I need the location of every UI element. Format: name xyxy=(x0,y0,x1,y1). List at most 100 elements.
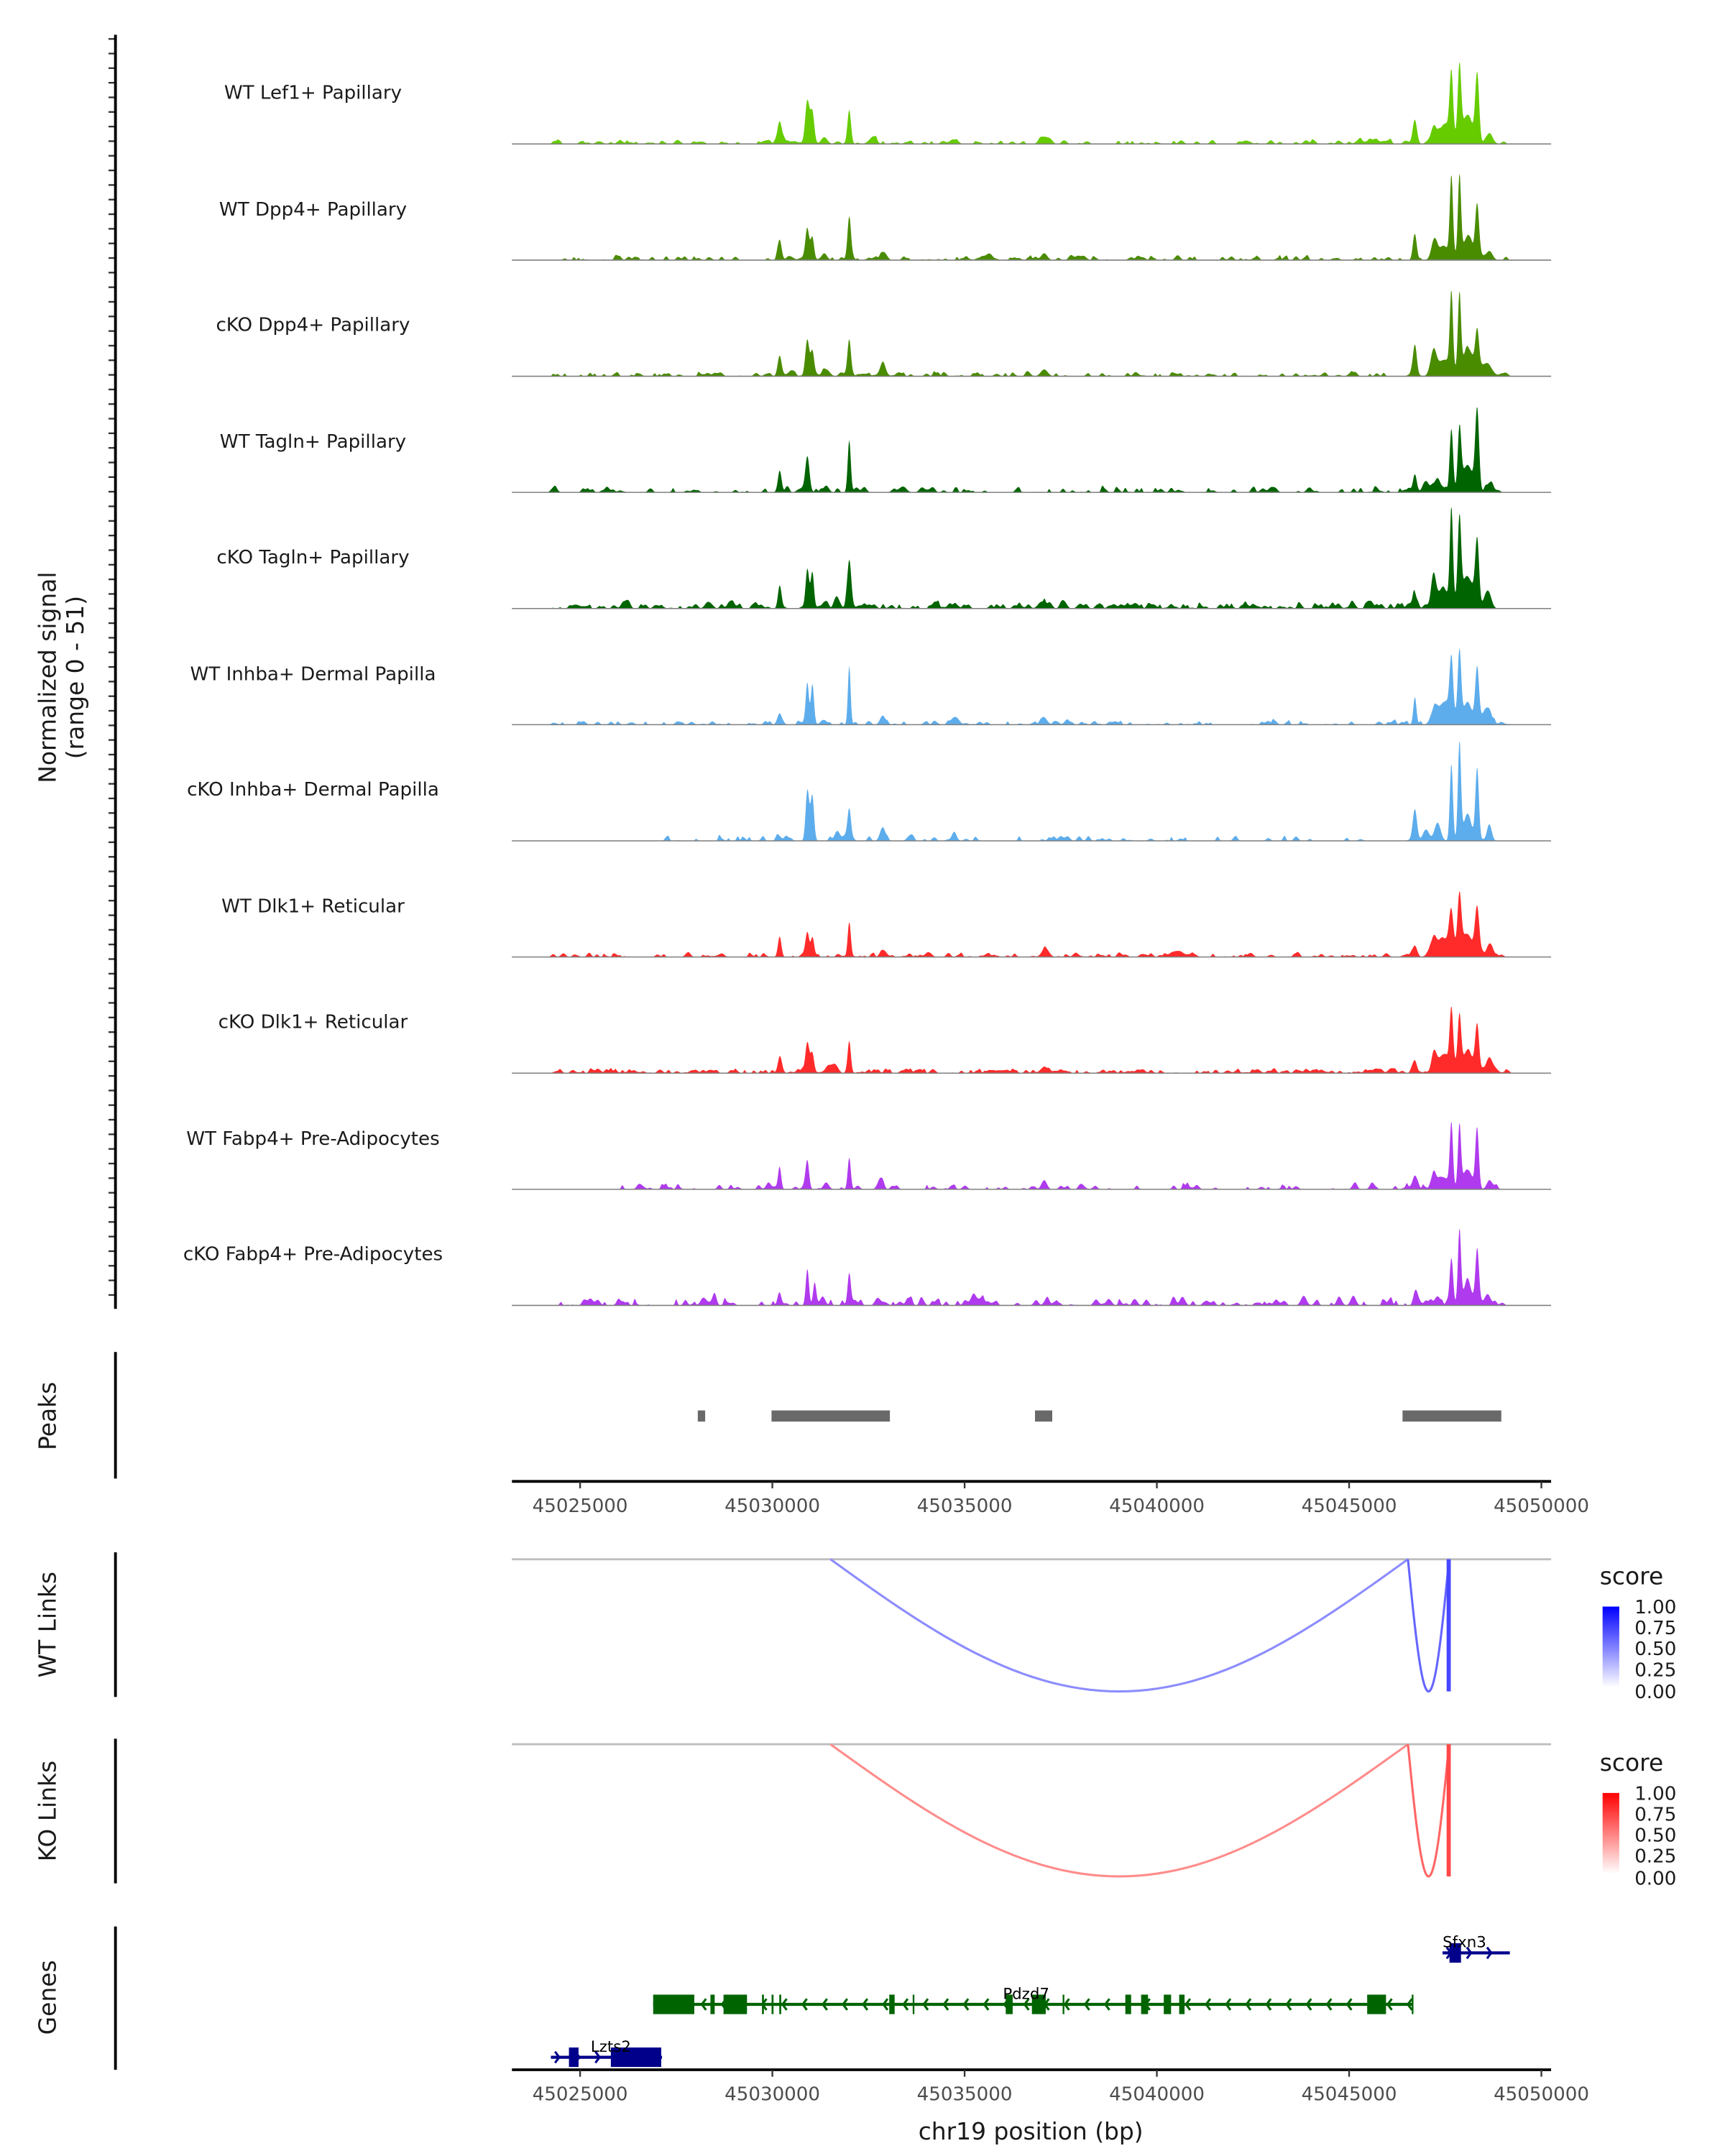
gene-exon xyxy=(1179,1994,1185,2014)
gene-exon xyxy=(653,1994,694,2014)
gene-exon xyxy=(1412,1994,1414,2014)
gene-exon xyxy=(1164,1994,1172,2014)
track-label: cKO Dpp4+ Papillary xyxy=(216,315,410,336)
legend-tick: 0.25 xyxy=(1634,1659,1676,1681)
strand-arrow-icon xyxy=(841,1998,848,2011)
track: WT Fabp4+ Pre-Adipocytes xyxy=(186,1122,1552,1190)
track: cKO Dlk1+ Reticular xyxy=(218,1006,1552,1074)
x-axis-title: chr19 position (bp) xyxy=(919,2117,1144,2145)
strand-arrow-icon xyxy=(1023,1998,1030,2011)
track: cKO Tagln+ Papillary xyxy=(216,507,1552,609)
wt-links-legend: score 1.00 0.75 0.50 0.25 0.00 xyxy=(1600,1562,1677,1704)
gene-models: Sfxn3 Pdzd7 Lzts2 xyxy=(551,1934,1510,2068)
gene-label: Sfxn3 xyxy=(1443,1934,1486,1952)
strand-arrow-icon xyxy=(1245,1998,1252,2011)
strand-arrow-icon xyxy=(902,1998,909,2011)
gene-exon xyxy=(771,1994,774,2014)
strand-arrow-icon xyxy=(1346,1998,1353,2011)
x-tick-label: 45050000 xyxy=(1494,1496,1589,1517)
gene-exon xyxy=(779,1994,781,2014)
gene-exon xyxy=(1125,1994,1131,2014)
strand-arrow-icon xyxy=(1103,1998,1110,2011)
signal-area xyxy=(512,648,1552,725)
x-tick-label: 45040000 xyxy=(1109,1496,1205,1517)
peaks-panel: Peaks 45025000 45030000 45035000 45040000 45… xyxy=(33,1352,1589,1517)
signal-area xyxy=(512,173,1552,260)
genes-track-title: Genes xyxy=(33,1960,61,2035)
strand-arrow-icon xyxy=(882,1998,889,2011)
gene-exon xyxy=(1367,1994,1386,2014)
track: WT Inhba+ Dermal Papilla xyxy=(190,648,1552,726)
wt-links-panel: WT Links score 1.00 0.75 0.50 0.25 0.00 xyxy=(33,1552,1676,1703)
x-tick-label: 45025000 xyxy=(533,2084,628,2106)
strand-arrow-icon xyxy=(594,2050,602,2064)
link-arc xyxy=(1407,1743,1450,1878)
strand-arrow-icon xyxy=(1325,1998,1333,2011)
legend-tick: 0.50 xyxy=(1634,1639,1676,1660)
x-tick-label: 45030000 xyxy=(724,2084,820,2106)
gene-lzts2: Lzts2 xyxy=(551,2038,663,2068)
wt-links xyxy=(829,1558,1451,1693)
x-tick-label: 45045000 xyxy=(1302,1496,1397,1517)
legend-tick: 0.00 xyxy=(1634,1869,1676,1890)
signal-area xyxy=(512,740,1552,841)
track: WT Tagln+ Papillary xyxy=(220,407,1552,493)
x-tick-label: 45040000 xyxy=(1109,2084,1205,2106)
track-label: cKO Dlk1+ Reticular xyxy=(218,1011,408,1033)
gene-exon xyxy=(912,1994,915,2014)
gene-exon xyxy=(762,1994,764,2014)
ko-links-legend: score 1.00 0.75 0.50 0.25 0.00 xyxy=(1600,1749,1677,1890)
strand-arrow-icon xyxy=(1265,1998,1272,2011)
track: WT Dpp4+ Papillary xyxy=(219,173,1552,261)
strand-arrow-icon xyxy=(1305,1998,1312,2011)
legend-tick: 0.50 xyxy=(1634,1825,1676,1847)
peak-region xyxy=(1402,1410,1501,1422)
x-tick-label: 45025000 xyxy=(533,1496,628,1517)
track-label: WT Dlk1+ Reticular xyxy=(221,896,405,918)
strand-arrow-icon xyxy=(821,1998,828,2011)
strand-arrow-icon xyxy=(1486,1946,1493,1960)
signal-tracks: WT Lef1+ Papillary WT Dpp4+ Papillary cK… xyxy=(183,62,1552,1307)
peak-region xyxy=(1035,1410,1052,1422)
x-tick-label: 45035000 xyxy=(917,1496,1013,1517)
x-tick-label: 45035000 xyxy=(917,2084,1013,2106)
signal-area xyxy=(512,62,1552,144)
peaks-x-ticks: 45025000 45030000 45035000 45040000 45045000… xyxy=(533,1481,1589,1517)
gene-exon xyxy=(610,2047,661,2068)
legend-tick: 0.75 xyxy=(1634,1618,1676,1639)
legend-title: score xyxy=(1600,1749,1663,1777)
x-tick-label: 45050000 xyxy=(1494,2084,1589,2106)
strand-arrow-icon xyxy=(1386,1998,1393,2011)
ko-links xyxy=(829,1743,1451,1878)
gene-exon xyxy=(1031,1994,1046,2014)
track-label: WT Tagln+ Papillary xyxy=(220,431,406,453)
track-label: WT Dpp4+ Papillary xyxy=(219,199,407,221)
strand-arrow-icon xyxy=(554,2050,561,2064)
strand-arrow-icon xyxy=(1406,1998,1413,2011)
gene-pdzd7: Pdzd7 xyxy=(653,1985,1414,2014)
legend-title: score xyxy=(1600,1562,1663,1590)
strand-arrow-icon xyxy=(983,1998,990,2011)
strand-arrow-icon xyxy=(1184,1998,1192,2011)
strand-arrow-icon xyxy=(922,1998,929,2011)
x-tick-label: 45045000 xyxy=(1302,2084,1397,2106)
strand-arrow-icon xyxy=(1285,1998,1292,2011)
strand-arrow-icon xyxy=(801,1998,808,2011)
peak-regions xyxy=(697,1410,1501,1422)
signal-area xyxy=(512,1006,1552,1074)
gene-sfxn3: Sfxn3 xyxy=(1443,1934,1510,1963)
gene-exon xyxy=(1449,1943,1461,1963)
gene-exon xyxy=(889,1994,895,2014)
track-label: cKO Fabp4+ Pre-Adipocytes xyxy=(183,1244,443,1266)
track: WT Lef1+ Papillary xyxy=(224,62,1552,145)
signal-area xyxy=(512,507,1552,609)
genes-x-ticks: 45025000 45030000 45035000 45040000 45045000… xyxy=(533,2070,1589,2106)
gene-exon xyxy=(1141,1994,1149,2014)
link-arc xyxy=(829,1558,1409,1693)
track-label: WT Fabp4+ Pre-Adipocytes xyxy=(186,1128,439,1150)
track-label: WT Lef1+ Papillary xyxy=(224,82,402,103)
gene-exon xyxy=(1062,1994,1064,2014)
track: WT Dlk1+ Reticular xyxy=(221,891,1552,958)
